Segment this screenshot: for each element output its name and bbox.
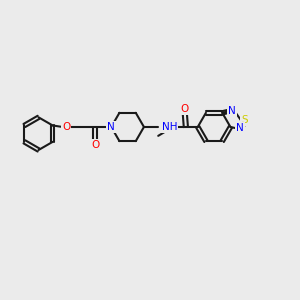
- Text: N: N: [236, 124, 244, 134]
- Text: N: N: [228, 106, 236, 116]
- Text: O: O: [181, 103, 189, 113]
- Text: S: S: [241, 115, 247, 125]
- Text: N: N: [107, 122, 115, 132]
- Text: O: O: [92, 140, 100, 150]
- Text: NH: NH: [162, 122, 177, 132]
- Text: O: O: [62, 122, 70, 132]
